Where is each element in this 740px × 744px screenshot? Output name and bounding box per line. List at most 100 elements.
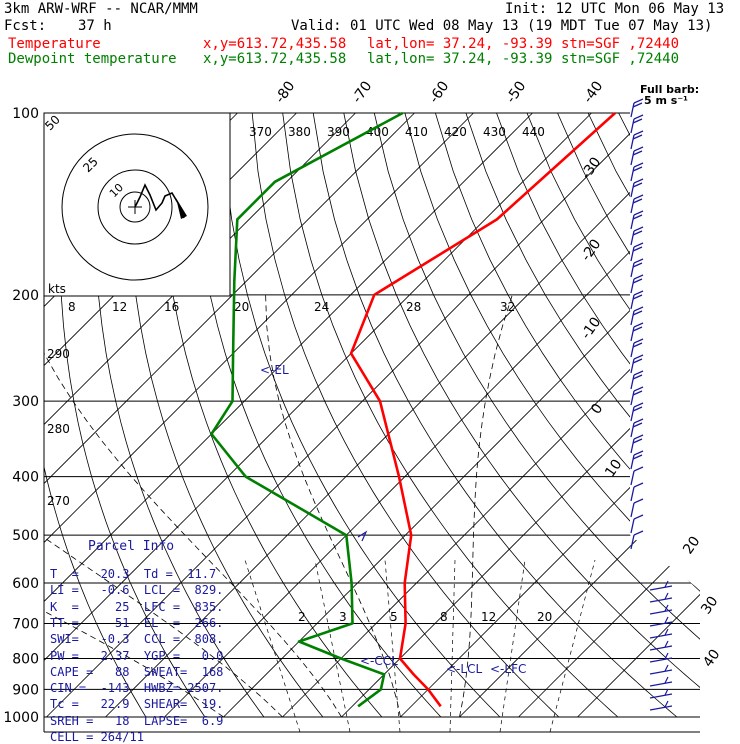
pressure-tick-label: 200 [12,288,39,304]
isotherm-label-top: -40 [580,78,606,106]
wind-barb [631,483,643,501]
theta-label-top: 370 [249,125,272,139]
wind-barbs [631,99,672,710]
mixing-ratio-label: 24 [314,300,329,314]
wind-barb [650,665,672,674]
wind-barb [631,419,643,437]
theta-label-left: 280 [47,422,70,436]
isotherm-label-right: 0 [588,401,606,417]
wind-barb [631,355,643,373]
wind-barb [631,387,643,405]
wind-barb [631,227,643,245]
theta-label-top: 430 [483,125,506,139]
isotherm-label-top: -80 [272,78,298,106]
wind-barb [650,677,672,686]
parcel-info-row: SWI= -0.3 CCL = 808. [50,632,223,646]
mixing-ratio-label: 32 [500,300,515,314]
isotherm-label-right: 40 [700,647,723,671]
mixing-ratio-label: 20 [234,300,249,314]
pressure-tick-label: 700 [12,616,39,632]
wind-barb [631,211,643,229]
isotherm-label-top: -70 [349,78,375,106]
parcel-info-row: CIN = -143 HWBZ= 2507. [50,681,223,695]
wind-barb [650,593,672,602]
wind-barb [631,339,643,357]
parcel-info-row: K = 25 LFC = 835. [50,600,223,614]
isotherm-label-right: 30 [698,594,721,618]
wind-barb [631,179,643,197]
wind-barb [631,435,643,453]
theta-label-top: 420 [444,125,467,139]
level-markers: <-EL <-CCL <-LCL <-LFC [260,363,526,676]
pressure-tick-label: 600 [12,576,39,592]
theta-label-top: 410 [405,125,428,139]
mixing-ratio-label: 12 [112,300,127,314]
wind-barb [650,701,672,710]
parcel-info-row: SREH = 18 LAPSE= 6.9 [50,714,223,728]
theta-label-top: 440 [522,125,545,139]
theta-label-top: 380 [288,125,311,139]
isotherm-label-right: -10 [578,314,604,342]
theta-label-left: 290 [47,347,70,361]
parcel-info-row: T = 20.3 Td = 11.7 [50,567,216,581]
parcel-info-row: TT = 51 EL = 266. [50,616,223,630]
isotherm-label-right: 20 [680,534,703,558]
wind-barb [631,531,643,549]
wind-barb [631,291,643,309]
mixing-ratio-label: 3 [339,610,347,624]
parcel-info-row: PW = 2.37 YGP = 0.0 [50,649,223,663]
wind-barb [631,515,643,533]
wind-barb [631,243,643,261]
parcel-info-row: CELL = 264/11 [50,730,144,744]
parcel-info-title: Parcel Info [88,539,174,554]
wind-barb [631,259,643,277]
isotherm-label-top: -50 [503,78,529,106]
pressure-tick-label: 900 [12,682,39,698]
wind-barb [631,403,643,421]
mixing-ratio-label: 16 [164,300,179,314]
parcel-info-panel: Parcel Info T = 20.3 Td = 11.7 LI = -0.6 … [44,537,244,730]
wind-barb [631,99,643,117]
isotherm-label-right: -30 [578,154,604,182]
wind-barb [631,195,643,213]
wind-barb [631,451,643,469]
wind-barb [631,323,643,341]
parcel-info-row: CAPE = 88 SWEAT= 168 [50,665,223,679]
wind-barb [631,131,643,149]
theta-label-top: 390 [327,125,350,139]
wind-barb [650,617,672,626]
hodograph-kts-label: kts [48,282,66,296]
theta-label-left: 270 [47,494,70,508]
wind-barb [631,307,643,325]
pressure-tick-label: 800 [12,651,39,667]
isotherm-label-top: -60 [426,78,452,106]
lfc-marker: <-LFC [490,662,526,676]
mixing-ratio-label: 2 [298,610,306,624]
wind-barb [650,605,672,614]
wind-barb [631,147,643,165]
mixing-ratio-label: 12 [481,610,496,624]
parcel-info-row: Tc = 22.9 SHEAR= 19. [50,697,223,711]
wind-barb [631,275,643,293]
el-marker: <-EL [260,363,289,377]
mixing-ratio-label: 5 [390,610,398,624]
ccl-marker: <-CCL [360,654,398,668]
wind-barb [631,371,643,389]
pressure-tick-label: 400 [12,470,39,486]
hodograph: 50 25 10 kts [42,112,230,296]
parcel-top-marker [358,532,366,541]
pressure-tick-label: 100 [12,106,39,122]
parcel-info-row: LI = -0.6 LCL = 829. [50,583,223,597]
wind-barb [631,467,643,485]
wind-key: Full barb: 5 m s⁻¹ [640,83,699,107]
mixing-ratio-label: 8 [440,610,448,624]
pressure-tick-label: 300 [12,394,39,410]
pressure-tick-label: 500 [12,528,39,544]
wind-barb [650,641,672,650]
mixing-ratio-label: 8 [68,300,76,314]
lcl-marker: <-LCL [446,662,482,676]
wind-barb [631,499,643,517]
mixing-ratio-label: 20 [537,610,552,624]
pressure-tick-label: 1000 [3,710,39,726]
wind-barb [631,115,643,133]
